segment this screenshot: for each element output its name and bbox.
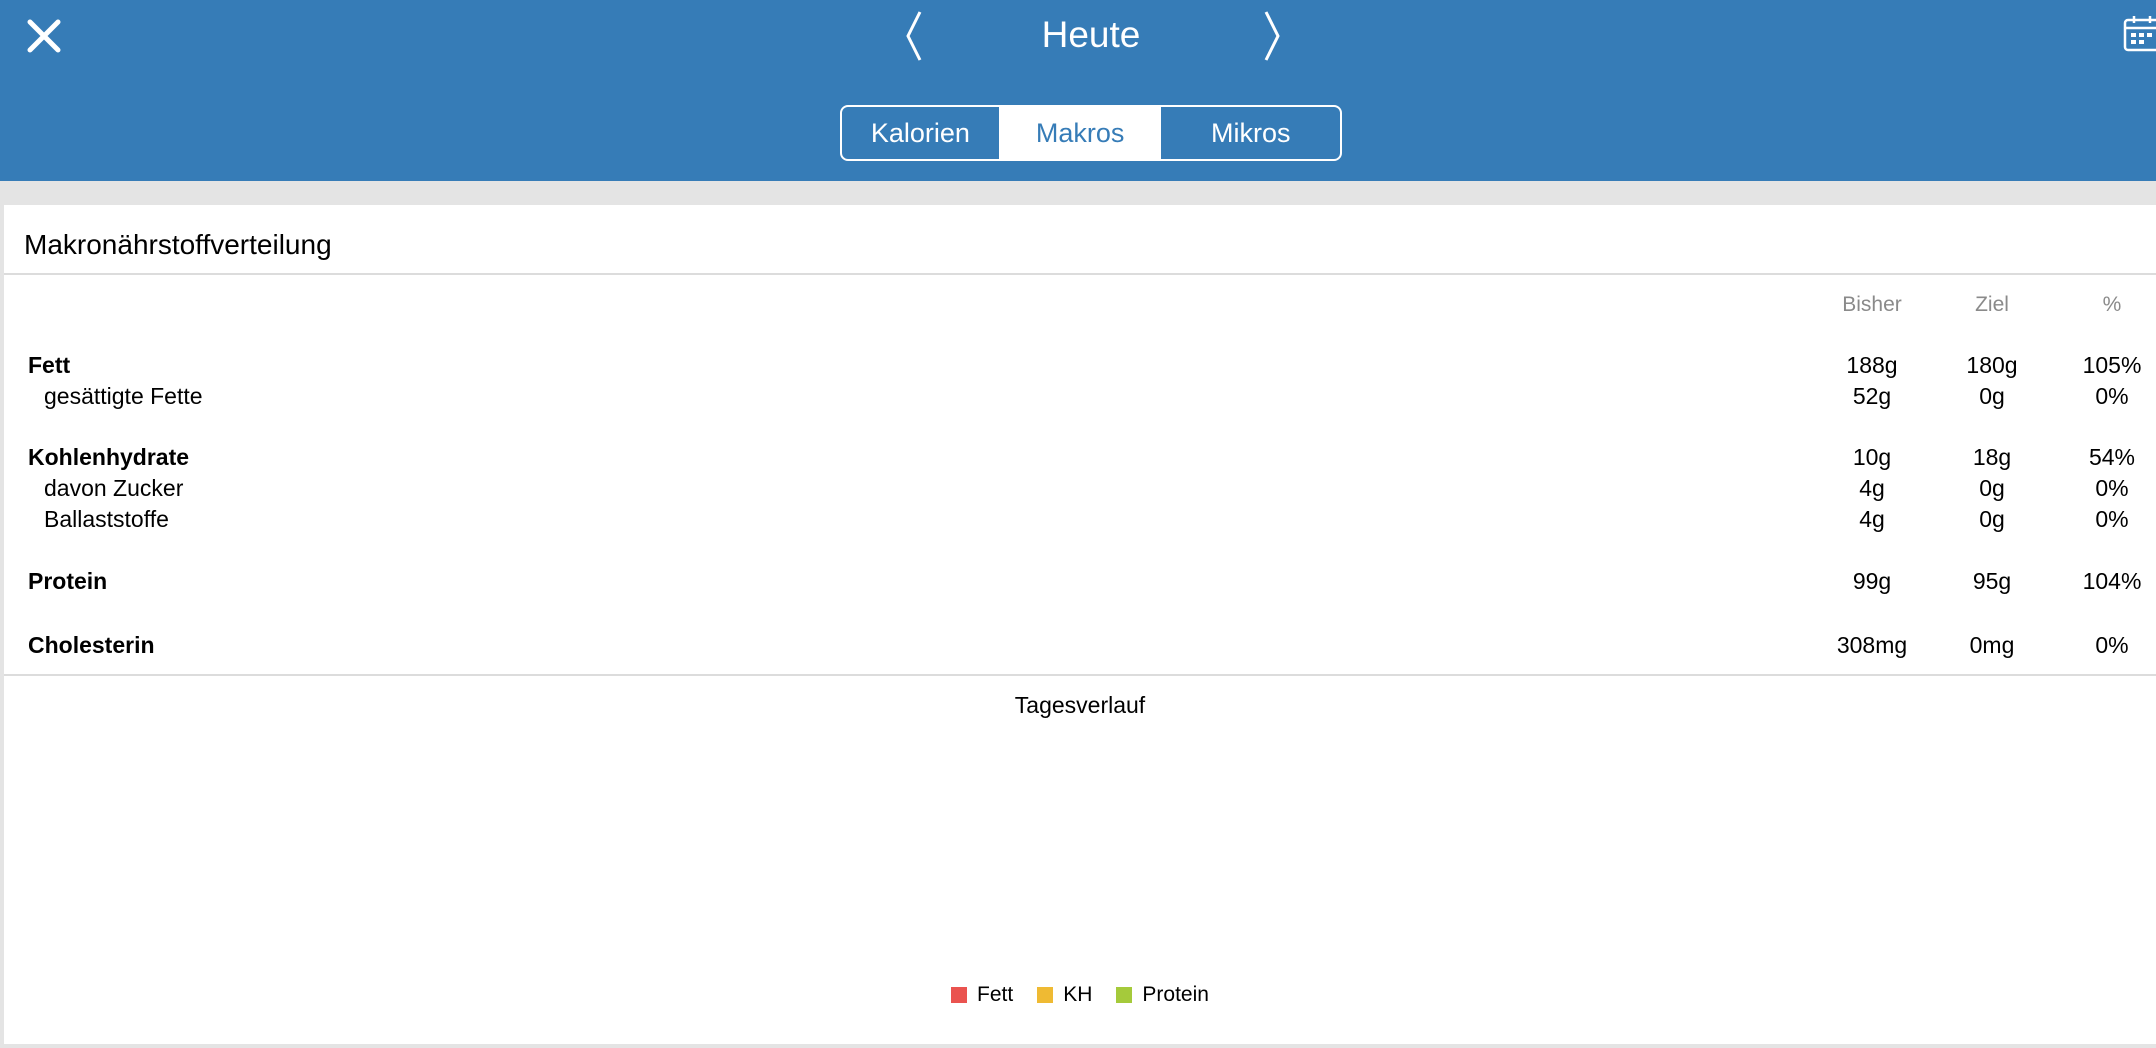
chevron-right-icon[interactable] — [1258, 6, 1288, 66]
fett-percent: 105% — [2082, 352, 2142, 378]
calendar-icon[interactable] — [2122, 14, 2156, 54]
legend-label: KH — [1063, 983, 1093, 1006]
row-label-fett: Fett — [28, 352, 71, 378]
date-title: Heute — [1041, 14, 1141, 55]
divider — [4, 273, 2156, 275]
legend-item-kh: KH — [1037, 983, 1092, 1007]
chart-title: Tagesverlauf — [1014, 692, 1146, 718]
view-segmented-control: Kalorien Makros Mikros — [840, 105, 1342, 161]
row-label-protein: Protein — [28, 568, 108, 594]
row-label-gesaettigte-fette: gesättigte Fette — [44, 383, 203, 409]
row-label-kohlenhydrate: Kohlenhydrate — [28, 444, 190, 470]
tab-mikros[interactable]: Mikros — [1159, 107, 1340, 159]
macro-card: Makronährstoffverteilung Bisher Ziel % F… — [4, 205, 2156, 1044]
fett-bisher: 188g — [1846, 352, 1898, 378]
legend-label: Fett — [977, 983, 1014, 1006]
ballaststoffe-percent: 0% — [2095, 506, 2129, 532]
cholesterin-bisher: 308mg — [1836, 632, 1908, 658]
column-header-bisher: Bisher — [1842, 293, 1902, 316]
close-icon[interactable] — [20, 12, 68, 60]
gesaettigte-fette-bisher: 52g — [1852, 383, 1892, 409]
protein-percent: 104% — [2082, 568, 2142, 594]
row-label-zucker: davon Zucker — [44, 475, 184, 501]
gesaettigte-fette-percent: 0% — [2095, 383, 2129, 409]
ballaststoffe-bisher: 4g — [1859, 506, 1885, 532]
tab-makros[interactable]: Makros — [998, 107, 1160, 159]
zucker-bisher: 4g — [1859, 475, 1885, 501]
kohlenhydrate-percent: 54% — [2088, 444, 2136, 470]
ballaststoffe-ziel: 0g — [1979, 506, 2005, 532]
protein-ziel: 95g — [1972, 568, 2012, 594]
card-title: Makronährstoffverteilung — [24, 229, 332, 260]
chart-legend: Fett KH Protein — [4, 983, 2156, 1007]
legend-label: Protein — [1142, 983, 1209, 1006]
row-label-ballaststoffe: Ballaststoffe — [44, 506, 169, 532]
protein-bisher: 99g — [1852, 568, 1892, 594]
zucker-percent: 0% — [2095, 475, 2129, 501]
cholesterin-ziel: 0mg — [1969, 632, 2015, 658]
cholesterin-percent: 0% — [2095, 632, 2129, 658]
gesaettigte-fette-ziel: 0g — [1979, 383, 2005, 409]
legend-swatch — [951, 987, 968, 1003]
row-label-cholesterin: Cholesterin — [28, 632, 155, 658]
legend-swatch — [1037, 987, 1054, 1003]
divider — [4, 674, 2156, 676]
fett-ziel: 180g — [1966, 352, 2018, 378]
legend-swatch — [1116, 987, 1133, 1003]
tab-kalorien[interactable]: Kalorien — [870, 117, 970, 148]
chevron-left-icon[interactable] — [898, 6, 928, 66]
kohlenhydrate-ziel: 18g — [1972, 444, 2012, 470]
column-header-ziel: Ziel — [1975, 293, 2009, 316]
legend-item-fett: Fett — [951, 983, 1013, 1007]
kohlenhydrate-bisher: 10g — [1852, 444, 1892, 470]
top-bar: Heute Kalorien Makros Mikros — [0, 0, 2156, 181]
zucker-ziel: 0g — [1979, 475, 2005, 501]
column-header-percent: % — [2102, 293, 2122, 316]
legend-item-protein: Protein — [1116, 983, 1209, 1007]
daily-macro-chart: 02345682500Frühst000Snack162124Mittag452… — [4, 705, 2156, 975]
